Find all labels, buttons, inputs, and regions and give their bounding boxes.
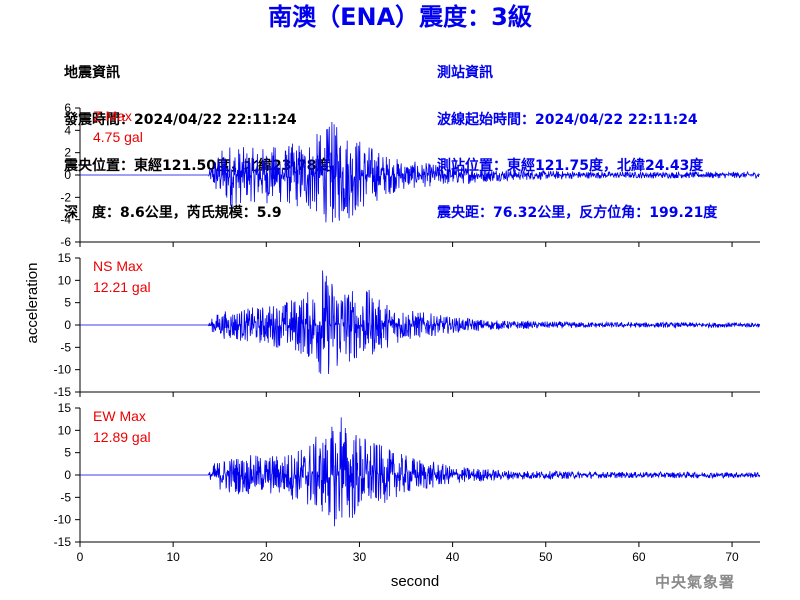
agency-watermark: 中央氣象署	[655, 573, 736, 591]
ew-y-tick-label: -15	[54, 535, 72, 549]
station-location: 測站位置：東經121.75度，北緯24.43度	[437, 158, 704, 174]
z-y-tick-label: -6	[60, 235, 71, 249]
z-y-tick-label: -4	[60, 213, 71, 227]
depth-magnitude: 深 度：8.6公里，芮氏規模：5.9	[64, 204, 282, 221]
x-tick-label: 30	[353, 550, 367, 564]
z-y-tick-label: 2	[64, 146, 71, 160]
ew-y-tick-label: 5	[64, 446, 71, 460]
z-y-tick-label: 4	[64, 123, 71, 137]
ew-waveform-trace	[80, 417, 760, 527]
ns-max-label: NS Max	[93, 258, 143, 274]
z-y-tick-label: -2	[60, 190, 71, 204]
x-tick-label: 20	[260, 550, 274, 564]
z-waveform-trace	[80, 121, 760, 223]
z-y-tick-label: 0	[64, 168, 71, 182]
z-max-value: 4.75 gal	[93, 129, 143, 145]
z-max-label: Z Max	[93, 108, 132, 124]
ew-max-value: 12.89 gal	[93, 429, 151, 445]
x-axis-title: second	[391, 573, 439, 590]
x-tick-label: 0	[77, 550, 84, 564]
wave-start-time: 波線起始時間：2024/04/22 22:11:24	[437, 111, 698, 128]
x-tick-label: 40	[446, 550, 460, 564]
ew-y-tick-label: 0	[64, 468, 71, 482]
ns-y-tick-label: 5	[64, 296, 71, 310]
ns-y-tick-label: 15	[58, 251, 72, 265]
ns-y-tick-label: 0	[64, 318, 71, 332]
ew-y-tick-label: -10	[54, 513, 72, 527]
ns-y-tick-label: -10	[54, 363, 72, 377]
chart-title: 南澳（ENA）震度：3級	[268, 3, 532, 31]
ns-y-tick-label: -5	[60, 340, 71, 354]
origin-time: 發震時間：2024/04/22 22:11:24	[64, 111, 297, 128]
ns-waveform-trace	[80, 270, 760, 375]
z-y-tick-label: 6	[64, 101, 71, 115]
ns-y-tick-label: 10	[58, 273, 72, 287]
x-tick-label: 50	[539, 550, 553, 564]
ew-y-tick-label: 15	[58, 401, 72, 415]
station-info: 測站資訊 波線起始時間：2024/04/22 22:11:24 測站位置：東經1…	[437, 35, 717, 237]
earthquake-info-heading: 地震資訊	[64, 65, 120, 81]
ns-max-value: 12.21 gal	[93, 279, 151, 295]
x-tick-label: 70	[725, 550, 739, 564]
station-info-heading: 測站資訊	[437, 65, 493, 81]
ns-y-tick-label: -15	[54, 385, 72, 399]
distance-azimuth: 震央距：76.32公里，反方位角：199.21度	[437, 204, 718, 221]
x-tick-label: 10	[166, 550, 180, 564]
ew-y-tick-label: 10	[58, 423, 72, 437]
ew-max-label: EW Max	[93, 408, 146, 424]
ew-y-tick-label: -5	[60, 490, 71, 504]
x-tick-label: 60	[632, 550, 646, 564]
y-axis-title: acceleration	[24, 263, 41, 344]
